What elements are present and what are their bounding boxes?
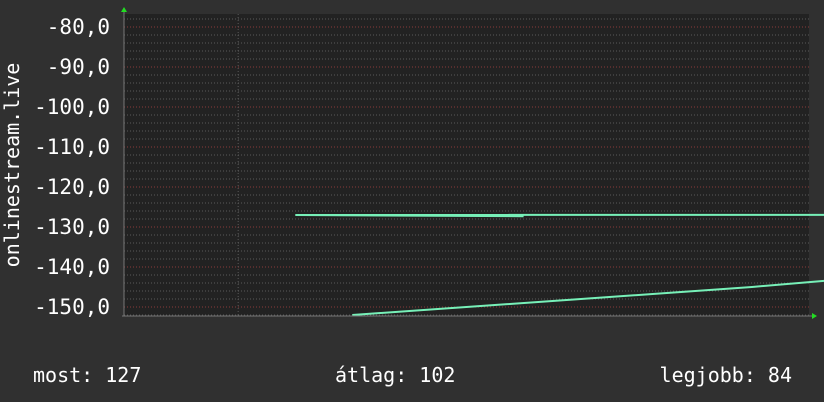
x-axis-arrow-icon <box>812 313 817 319</box>
y-tick-label: -140,0 <box>34 255 110 279</box>
y-tick-label: -100,0 <box>34 95 110 119</box>
legend-current: most: 127 <box>33 363 141 387</box>
y-tick-label: -90,0 <box>47 55 110 79</box>
y-axis-arrow-icon <box>121 7 127 12</box>
legend-average: átlag: 102 <box>335 363 455 387</box>
y-tick-labels: -80,0 -90,0 -100,0 -110,0 -120,0 -130,0 -140,0… <box>34 15 110 319</box>
y-tick-label: -150,0 <box>34 295 110 319</box>
y-tick-label: -110,0 <box>34 135 110 159</box>
legend-best: legjobb: 84 <box>660 363 792 387</box>
grid <box>124 14 809 316</box>
y-tick-label: -120,0 <box>34 175 110 199</box>
y-tick-label: -80,0 <box>47 15 110 39</box>
y-tick-label: -130,0 <box>34 215 110 239</box>
y-axis-label: onlinestream.live <box>0 63 24 268</box>
